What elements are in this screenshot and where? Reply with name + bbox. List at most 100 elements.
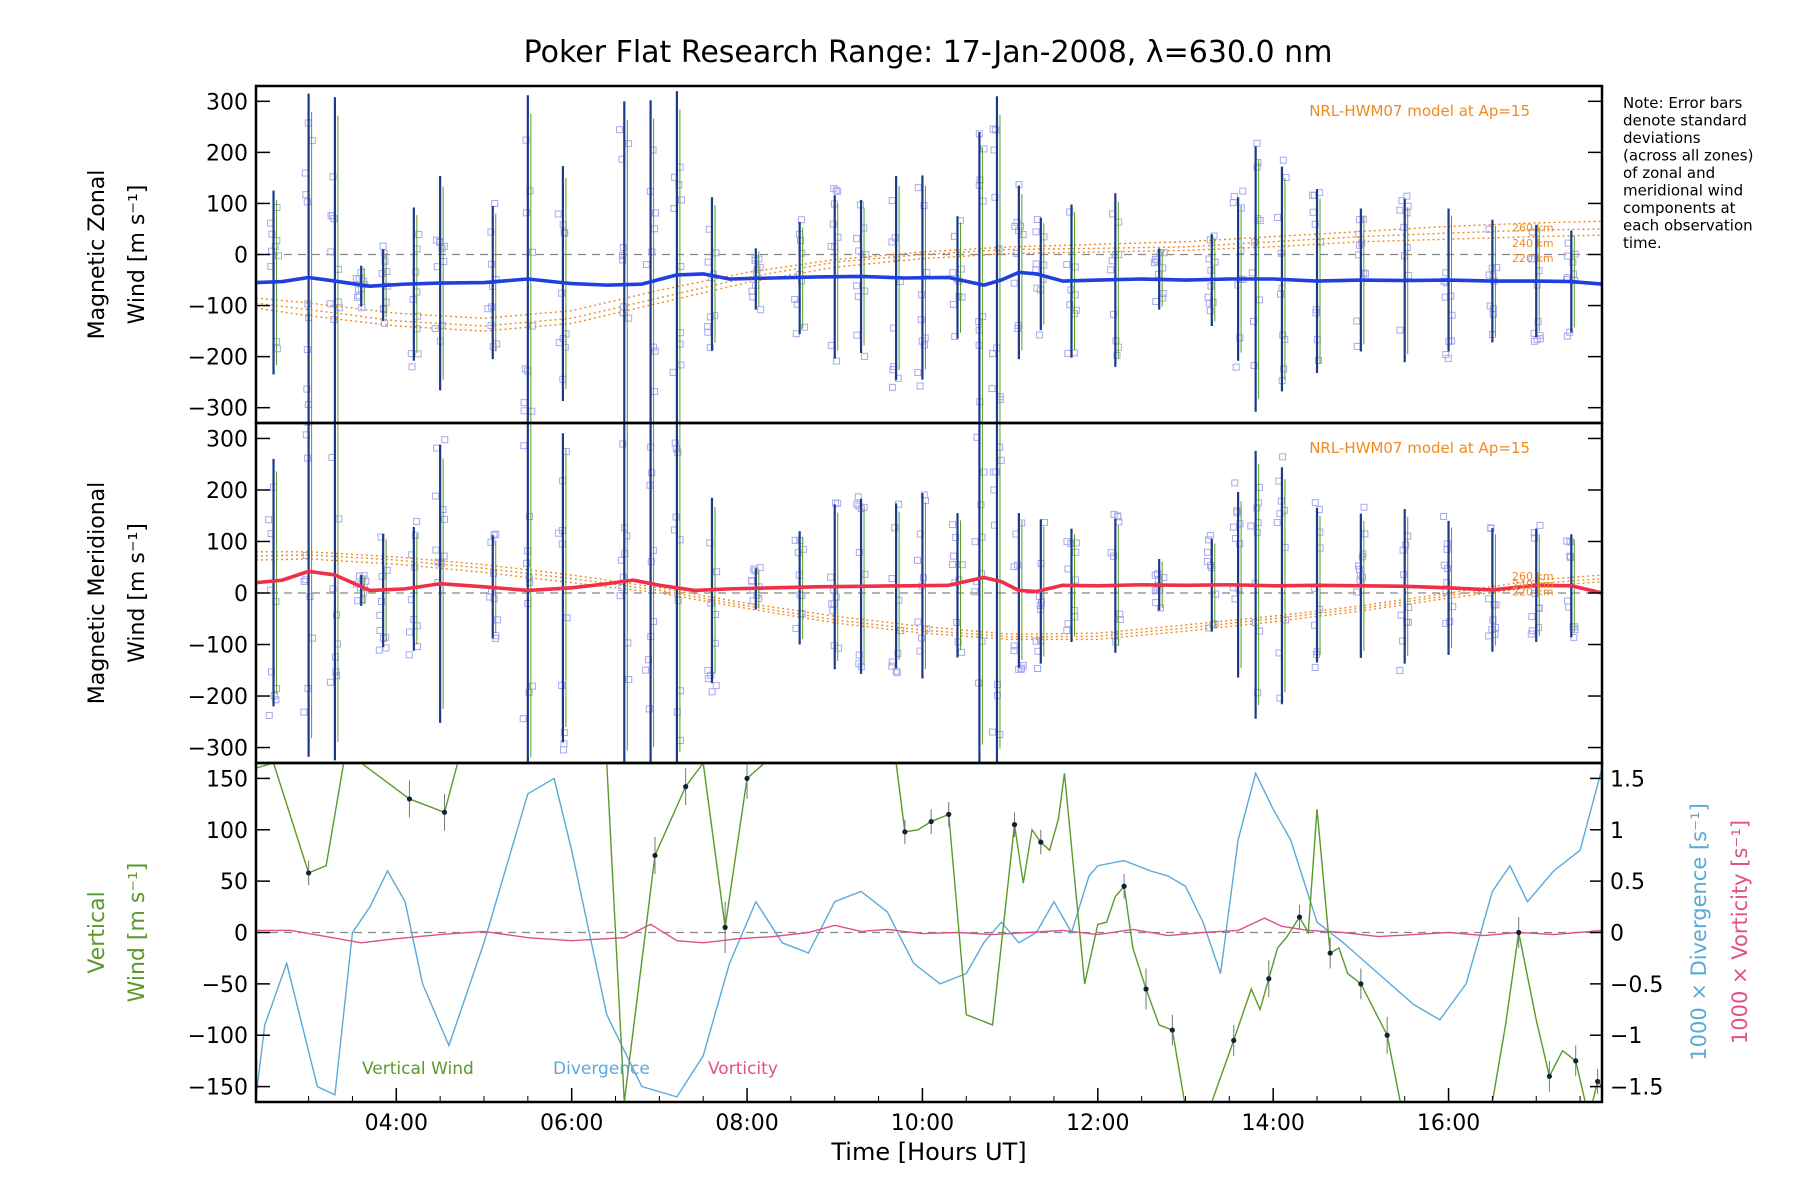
y-axis-label-line1: Magnetic Zonal: [85, 170, 110, 340]
zone-sample: [1528, 613, 1536, 621]
zone-sample: [382, 644, 390, 652]
vertical-wind-point: [928, 818, 934, 825]
zone-sample: [832, 186, 840, 194]
zone-sample: [1035, 593, 1043, 601]
zone-sample: [490, 531, 498, 539]
zone-sample: [619, 440, 627, 448]
zone-sample: [712, 682, 720, 690]
zone-sample: [1250, 361, 1258, 369]
zone-sample: [791, 536, 799, 544]
note-line: time.: [1623, 234, 1662, 252]
zone-sample: [1206, 531, 1214, 539]
zone-sample: [1232, 363, 1240, 371]
plot-area: [256, 423, 1602, 763]
zone-sample: [625, 140, 633, 148]
vertical-wind-point: [406, 796, 413, 802]
zone-sample: [411, 531, 419, 539]
zone-sample: [1279, 453, 1287, 461]
zone-sample: [526, 578, 534, 586]
zone-sample: [383, 566, 391, 574]
zone-sample: [1107, 266, 1115, 274]
zone-sample: [1443, 579, 1451, 587]
zone-sample: [893, 669, 901, 677]
zone-sample: [559, 746, 567, 754]
model-height-label: 260 km: [1512, 222, 1554, 235]
zone-sample: [488, 303, 496, 311]
model-curve: [256, 234, 1602, 332]
zone-sample: [914, 618, 922, 626]
divergence-axis-label: 1000 × Divergence [s⁻¹]: [1687, 803, 1711, 1061]
y-tick-label: −200: [188, 346, 248, 371]
y-axis-label-line1: Vertical: [85, 891, 110, 973]
zone-sample: [1442, 351, 1450, 359]
zone-sample: [522, 209, 530, 217]
vertical-wind-point: [1358, 981, 1364, 987]
note-line: each observation: [1623, 217, 1753, 235]
zone-sample: [1563, 332, 1571, 340]
zone-sample: [1239, 187, 1247, 195]
zone-sample: [853, 500, 861, 508]
zone-sample: [1253, 504, 1261, 512]
zone-sample: [1282, 174, 1290, 182]
zone-sample: [891, 524, 899, 532]
zone-sample: [713, 568, 721, 576]
zone-sample: [487, 228, 495, 236]
zone-sample: [1110, 552, 1118, 560]
zone-sample: [625, 314, 633, 322]
zone-sample: [914, 184, 922, 192]
zone-sample: [378, 597, 386, 605]
zone-sample: [997, 456, 1005, 464]
zone-sample: [1359, 573, 1367, 581]
zone-sample: [1013, 218, 1021, 226]
zone-sample: [1493, 264, 1501, 272]
vertical-wind-point: [652, 852, 658, 859]
zone-sample: [914, 368, 922, 376]
vertical-wind-point: [902, 829, 908, 835]
zone-sample: [381, 257, 389, 265]
y-tick-label: −100: [188, 1024, 248, 1049]
zone-sample: [832, 593, 840, 601]
zone-sample: [648, 469, 656, 477]
vertical-wind-point: [1011, 822, 1018, 828]
y-tick-label: −200: [188, 685, 248, 710]
divergence-line: [256, 767, 1602, 1098]
zone-sample: [359, 575, 367, 583]
zone-sample: [440, 242, 448, 250]
zone-sample: [1396, 667, 1404, 675]
y-tick-label: 0: [234, 244, 248, 269]
zone-sample: [949, 269, 957, 277]
y-tick-label: −100: [188, 295, 248, 320]
model-height-label: 220 km: [1512, 252, 1554, 265]
zone-sample: [677, 196, 685, 204]
zone-sample: [431, 325, 439, 333]
note-line: denote standard: [1623, 112, 1747, 130]
zone-sample: [554, 529, 562, 537]
vertical-wind-point: [1296, 914, 1303, 920]
y-axis-label-line2: Wind [m s⁻¹]: [125, 863, 150, 1003]
zone-sample: [406, 628, 414, 636]
zone-sample: [1204, 548, 1212, 556]
zone-sample: [980, 145, 988, 153]
right-tick-label: 0.5: [1610, 870, 1645, 895]
zone-sample: [414, 350, 422, 358]
vertical-panel: Vertical Wind Divergence Vorticity −1.5 −1 −0…: [85, 761, 1752, 1166]
zone-sample: [1253, 529, 1261, 537]
y-tick-label: 200: [206, 141, 248, 166]
y-tick-label: 0: [234, 582, 248, 607]
y-tick-label: −300: [188, 737, 248, 762]
zone-sample: [560, 729, 568, 737]
zone-sample: [703, 323, 711, 331]
zone-sample: [1019, 230, 1027, 238]
figure-title: Poker Flat Research Range: 17-Jan-2008, …: [524, 35, 1333, 70]
zone-sample: [894, 649, 902, 657]
zone-sample: [359, 596, 367, 604]
zone-sample: [706, 344, 714, 352]
zone-sample: [756, 264, 764, 272]
zone-sample: [1010, 279, 1018, 287]
zone-sample: [274, 252, 282, 260]
y-axis-label-line2: Wind [m s⁻¹]: [125, 523, 150, 663]
zone-sample: [855, 651, 863, 659]
note-line: of zonal and: [1623, 164, 1715, 182]
y-tick-label: −300: [188, 397, 248, 422]
